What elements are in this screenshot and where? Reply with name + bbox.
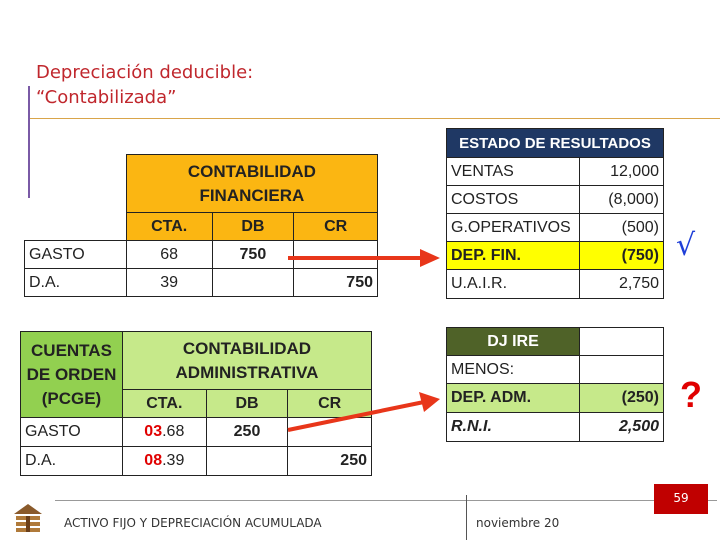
income-statement-header: ESTADO DE RESULTADOS (446, 128, 664, 158)
table-row-highlighted: DEP. ADM. (250) (446, 383, 664, 413)
col-db: DB (205, 389, 289, 418)
row-value: 2,500 (579, 412, 664, 442)
administrative-accounting-table: CUENTAS DE ORDEN (PCGE) CONTABILIDAD ADM… (20, 331, 373, 476)
row-value: (250) (579, 383, 664, 413)
footer-separator (466, 495, 467, 540)
slide-title: Depreciación deducible: “Contabilizada” (36, 60, 253, 110)
row-label: COSTOS (446, 185, 580, 214)
title-line-1: Depreciación deducible: (36, 62, 254, 83)
footer-date: noviembre 20 (476, 516, 560, 530)
row-label: DEP. ADM. (446, 383, 580, 413)
row-cr: 250 (287, 446, 372, 476)
col-cta: CTA. (121, 389, 207, 418)
row-db: 250 (205, 417, 289, 447)
row-value (579, 355, 664, 384)
col-cr: CR (293, 212, 378, 241)
row-value: 2,750 (579, 269, 664, 299)
row-value: (750) (579, 241, 664, 270)
row-cr (293, 240, 378, 269)
memo-accounts-cell: CUENTAS DE ORDEN (PCGE) (20, 331, 123, 418)
row-db (205, 446, 289, 476)
arrow-to-dj-ire (287, 392, 440, 432)
table-row: D.A. 08.39 250 (20, 446, 372, 476)
arrow-to-income-statement (288, 249, 440, 267)
table-row: G.OPERATIVOS (500) (446, 213, 664, 242)
footer-topic: ACTIVO FIJO Y DEPRECIACIÓN ACUMULADA (64, 516, 322, 530)
income-statement-table: ESTADO DE RESULTADOS VENTAS 12,000 COSTO… (446, 128, 664, 299)
table-row: R.N.I. 2,500 (446, 412, 664, 442)
col-cta: CTA. (125, 212, 213, 241)
row-label: GASTO (24, 240, 127, 269)
row-cta: 39 (125, 268, 213, 297)
header-divider (30, 118, 720, 119)
footer-divider (55, 500, 717, 501)
row-label: R.N.I. (446, 412, 580, 442)
row-label: MENOS: (446, 355, 580, 384)
row-value: (8,000) (579, 185, 664, 214)
row-label: GASTO (20, 417, 123, 447)
table-row: VENTAS 12,000 (446, 157, 664, 186)
table-row-highlighted: DEP. FIN. (750) (446, 241, 664, 270)
row-cta: 08.39 (121, 446, 207, 476)
col-db: DB (211, 212, 295, 241)
table-row: D.A. 39 750 (24, 268, 378, 297)
row-label: DEP. FIN. (446, 241, 580, 270)
question-mark: ? (680, 374, 702, 415)
table-row: MENOS: (446, 355, 664, 384)
row-cr: 750 (293, 268, 378, 297)
financial-accounting-table: CONTABILIDAD FINANCIERA CTA. DB CR GASTO… (24, 154, 379, 297)
admin-header: CONTABILIDAD ADMINISTRATIVA (121, 331, 373, 390)
row-value: (500) (579, 213, 664, 242)
dj-ire-header: DJ IRE (446, 327, 580, 356)
table-row: COSTOS (8,000) (446, 185, 664, 214)
row-db: 750 (211, 240, 295, 269)
row-label: D.A. (24, 268, 127, 297)
row-db (211, 268, 295, 297)
check-mark: √ (676, 228, 696, 263)
page-number: 59 (654, 484, 708, 514)
dj-ire-table: DJ IRE MENOS: DEP. ADM. (250) R.N.I. 2,5… (446, 327, 664, 442)
row-label: D.A. (20, 446, 123, 476)
col-cr: CR (287, 389, 372, 418)
table-row: GASTO 68 750 (24, 240, 378, 269)
title-line-2: “Contabilizada” (36, 87, 177, 108)
row-value: 12,000 (579, 157, 664, 186)
financial-header: CONTABILIDAD FINANCIERA (125, 154, 379, 213)
row-label: VENTAS (446, 157, 580, 186)
row-label: G.OPERATIVOS (446, 213, 580, 242)
row-cta: 68 (125, 240, 213, 269)
table-row: U.A.I.R. 2,750 (446, 269, 664, 299)
row-cta: 03.68 (121, 417, 207, 447)
title-accent-line (28, 86, 30, 198)
row-label: U.A.I.R. (446, 269, 580, 299)
logo-icon (14, 504, 42, 532)
